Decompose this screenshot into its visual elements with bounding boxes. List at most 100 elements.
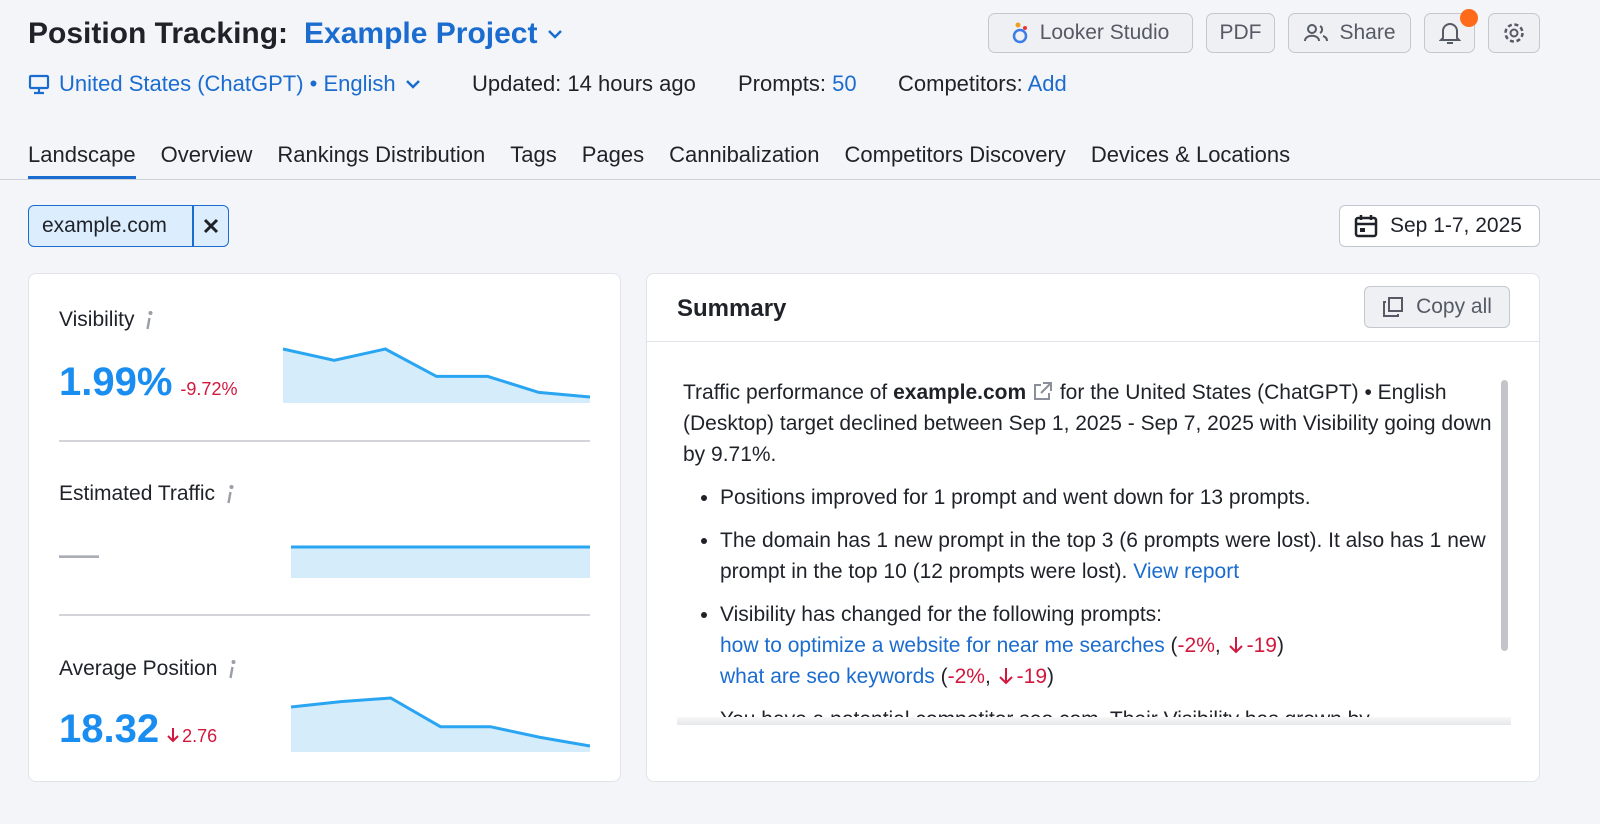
metric-value: 1.99% -9.72%: [59, 360, 237, 405]
looker-studio-button[interactable]: Looker Studio: [988, 13, 1193, 53]
prompts-label: Prompts:: [738, 71, 827, 96]
segment-text: ): [1276, 634, 1284, 657]
tab[interactable]: Overview: [160, 142, 253, 167]
competitors-info: Competitors: Add: [898, 70, 1067, 98]
metric-label: Visibility: [59, 308, 154, 332]
tab-divider: [0, 179, 1600, 180]
bullet-text: Visibility has changed for the following…: [720, 603, 1163, 626]
scroll-fade: [677, 717, 1511, 725]
scrollbar-thumb: [1501, 380, 1508, 651]
tab[interactable]: Tags: [510, 142, 557, 167]
external-link-icon[interactable]: [1032, 381, 1054, 401]
summary-divider: [647, 341, 1539, 342]
segment-text: what are seo keywords: [720, 665, 935, 688]
project-name[interactable]: Example Project: [304, 17, 538, 50]
date-picker[interactable]: Sep 1-7, 2025: [1339, 205, 1540, 247]
intro-domain: example.com: [893, 381, 1027, 404]
summary-bullet: The domain has 1 new prompt in the top 3…: [720, 525, 1505, 587]
tab[interactable]: Pages: [581, 142, 645, 167]
settings-button[interactable]: [1488, 13, 1540, 53]
tab[interactable]: Cannibalization: [669, 142, 820, 167]
bell-icon: [1438, 23, 1461, 44]
share-icon: [1304, 24, 1329, 42]
remove-filter-button[interactable]: [194, 214, 228, 238]
segment-text: -2%: [1177, 634, 1215, 657]
summary-bullet: Positions improved for 1 prompt and went…: [720, 482, 1505, 513]
arrow-path: [998, 668, 1013, 685]
sparkline-line: [282, 347, 591, 399]
segment-text: -19: [1246, 634, 1277, 657]
desktop-icon: [28, 74, 50, 95]
change-value: -9.72%: [180, 379, 238, 399]
metric-number: —: [59, 532, 99, 576]
sparkline: [290, 696, 591, 752]
gear-icon: [1504, 23, 1524, 43]
button-label: PDF: [1219, 21, 1262, 44]
updated-text: Updated: 14 hours ago: [472, 71, 696, 96]
metric-value: 18.32 2.76: [59, 707, 217, 752]
summary-card: Summary Copy all Traffic performance of …: [646, 273, 1540, 782]
button-label: Share: [1339, 21, 1396, 44]
metric-value: —: [59, 532, 99, 577]
info-dot: [148, 311, 153, 315]
tab[interactable]: Rankings Distribution: [277, 142, 486, 167]
segment-text: -19: [1016, 665, 1047, 688]
metric-label: Average Position: [59, 657, 237, 681]
looker-icon: [1012, 22, 1027, 44]
metric-separator: [59, 440, 590, 442]
share-button[interactable]: Share: [1288, 13, 1411, 53]
tab[interactable]: Competitors Discovery: [844, 142, 1066, 167]
info-stem: [227, 491, 232, 504]
prompt-change: -19: [1227, 634, 1277, 657]
prompts-info: Prompts: 50: [738, 70, 857, 98]
segment-text: ): [1047, 665, 1054, 688]
filter-domain: example.com: [42, 214, 167, 237]
competitors-label: Competitors:: [898, 71, 1023, 96]
intro-text: for the United States (ChatGPT) • Englis…: [683, 381, 1492, 466]
pdf-button[interactable]: PDF: [1206, 13, 1275, 53]
sparkline-area: [291, 547, 590, 578]
intro-text: Traffic performance of: [683, 381, 894, 404]
summary-intro: Traffic performance of example.com for t…: [683, 377, 1505, 470]
info-stem: [229, 666, 235, 679]
copy-all-button[interactable]: Copy all: [1364, 286, 1510, 328]
info-stem: [146, 317, 152, 330]
location-text[interactable]: United States (ChatGPT) • English: [59, 71, 396, 96]
arrow-path: [167, 728, 179, 743]
metric-number: 1.99%: [59, 360, 173, 404]
bullet-text: The domain has 1 new prompt in the top 3…: [720, 529, 1486, 583]
tab[interactable]: Landscape: [28, 142, 136, 179]
sparkline-line: [290, 696, 591, 748]
location-selector[interactable]: United States (ChatGPT) • English: [28, 70, 421, 98]
info-icon: [146, 311, 153, 330]
bullet-text: Positions improved for 1 prompt and went…: [720, 486, 1311, 509]
info-dot: [231, 660, 236, 664]
prompt-punctuation: ): [1277, 634, 1284, 657]
tab[interactable]: Devices & Locations: [1090, 142, 1291, 167]
down-arrow-icon: [167, 728, 179, 743]
info-icon: [227, 485, 234, 504]
metric-name: Estimated Traffic: [59, 482, 216, 505]
add-competitors-link[interactable]: Add: [1027, 71, 1067, 96]
prompt-link[interactable]: what are seo keywords: [720, 665, 935, 688]
prompt-punctuation: ): [1047, 665, 1054, 688]
prompt-change: -2%: [1178, 634, 1215, 657]
prompt-change: -19: [997, 665, 1047, 688]
metric-label: Estimated Traffic: [59, 482, 235, 506]
project-selector[interactable]: Example Project: [304, 14, 563, 54]
summary-title: Summary: [677, 295, 787, 322]
arrow-path: [1228, 637, 1243, 654]
sparkline-area: [283, 349, 590, 403]
segment-text: how to optimize a website for near me se…: [720, 634, 1165, 657]
metric-separator: [59, 614, 590, 616]
info-dot: [229, 485, 234, 489]
report-link[interactable]: View report: [1133, 560, 1240, 583]
segment-text: (: [1164, 634, 1178, 657]
segment-text: ,: [1214, 634, 1227, 657]
prompts-count[interactable]: 50: [832, 71, 857, 96]
sparkline-area: [291, 698, 590, 752]
button-label: Looker Studio: [1039, 21, 1170, 44]
button-label: Copy all: [1416, 295, 1492, 318]
prompt-row: what are seo keywords (-2%, -19): [720, 661, 1505, 692]
prompt-link[interactable]: how to optimize a website for near me se…: [720, 634, 1165, 657]
